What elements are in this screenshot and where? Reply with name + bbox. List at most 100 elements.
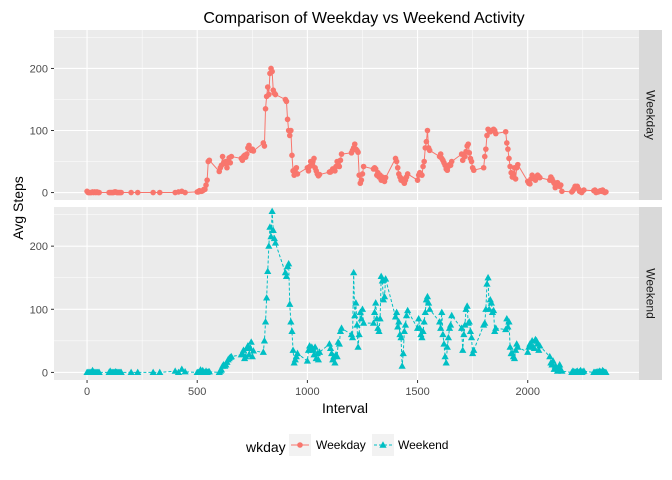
weekday-point [293, 164, 300, 171]
weekday-point [484, 132, 490, 139]
weekend-point [370, 308, 379, 316]
weekend-point [369, 319, 378, 326]
legend-title: wkday [245, 439, 286, 455]
weekday-point [505, 146, 511, 152]
weekday-point [203, 182, 209, 188]
weekend-point [377, 272, 385, 280]
weekend-point [558, 367, 566, 374]
y-axis-title: Avg Steps [10, 176, 26, 240]
weekend-point [402, 311, 411, 319]
weekday-point [286, 132, 293, 139]
weekend-point [181, 367, 189, 375]
weekday-point [506, 155, 512, 162]
weekday-point [337, 157, 344, 164]
weekend-point [247, 338, 255, 345]
weekday-point [419, 172, 425, 178]
weekend-point [395, 318, 403, 325]
weekend-point [95, 368, 103, 376]
weekday-point [420, 163, 426, 170]
x-axis-title: Interval [322, 400, 368, 416]
weekend-point [260, 337, 269, 344]
weekend-point [416, 324, 424, 331]
legend-key-marker-weekend [379, 441, 387, 448]
weekday-point [466, 150, 473, 156]
weekend-point [440, 340, 448, 347]
weekend-point [484, 273, 492, 281]
weekday-point [603, 189, 609, 195]
weekend-point [348, 333, 357, 341]
weekend-point [400, 327, 408, 334]
x-tick-label-2000: 2000 [515, 386, 539, 398]
facet-label-weekend: Weekend [644, 268, 658, 318]
weekend-point [372, 299, 380, 306]
weekend-point [481, 319, 489, 326]
weekday-point [414, 177, 421, 183]
weekday-point [512, 176, 519, 182]
weekend-point [289, 346, 297, 353]
weekday-point [338, 151, 345, 157]
weekend-point [435, 318, 444, 325]
weekend-point [337, 324, 346, 331]
weekend-point [271, 239, 280, 246]
weekday-point [96, 189, 102, 196]
weekday-point [289, 152, 295, 159]
weekend-point [354, 343, 362, 350]
weekday-point [404, 171, 411, 177]
weekend-point [420, 318, 428, 325]
weekend-point [506, 343, 514, 350]
weekend-point [178, 365, 186, 372]
weekend-point [530, 344, 538, 352]
weekend-point [134, 368, 142, 376]
weekend-point [358, 305, 367, 312]
weekend-point [460, 330, 468, 338]
weekend-point [418, 333, 426, 341]
weekday-point [262, 106, 269, 112]
weekday-point [227, 159, 234, 166]
weekend-point [393, 308, 401, 316]
y-tick-label-100: 100 [30, 304, 48, 316]
weekday-point [202, 186, 208, 193]
weekday-point [559, 188, 565, 195]
weekend-point [380, 292, 389, 300]
y-tick-label-100: 100 [30, 126, 48, 138]
weekend-point [447, 321, 455, 328]
weekday-point [465, 141, 472, 147]
weekday-point [358, 177, 365, 183]
weekday-point [483, 146, 489, 152]
x-tick-label-500: 500 [188, 386, 206, 398]
x-tick-label-0: 0 [84, 386, 90, 398]
weekend-point [217, 366, 226, 373]
weekend-point [439, 330, 447, 338]
weekday-point [355, 149, 361, 156]
weekday-point [332, 168, 338, 174]
weekday-point [219, 153, 226, 160]
weekend-point [424, 299, 433, 306]
y-tick-label-0: 0 [42, 188, 48, 200]
weekend-point [359, 319, 368, 326]
weekend-point [549, 357, 557, 364]
weekday-point [510, 171, 517, 177]
weekend-point [311, 343, 319, 350]
weekend-point [227, 352, 235, 360]
series-weekend [83, 207, 610, 376]
weekday-point [264, 84, 271, 90]
weekday-point [421, 158, 427, 165]
legend-label-weekday: Weekday [316, 438, 366, 452]
weekend-point [514, 343, 522, 350]
weekday-point [423, 138, 430, 145]
weekend-point [602, 368, 610, 376]
weekend-point [505, 318, 513, 325]
weekend-point [205, 367, 213, 375]
weekend-point [261, 318, 270, 325]
weekend-point [441, 352, 449, 360]
weekday-point [502, 128, 509, 135]
weekend-point [438, 308, 446, 316]
weekday-point [581, 187, 587, 193]
weekday-point [261, 143, 268, 149]
weekday-point [266, 91, 272, 98]
weekday-point [316, 171, 323, 178]
weekend-point [326, 344, 335, 352]
weekend-point [492, 324, 500, 331]
weekday-point [481, 153, 488, 160]
weekend-point [535, 346, 543, 353]
